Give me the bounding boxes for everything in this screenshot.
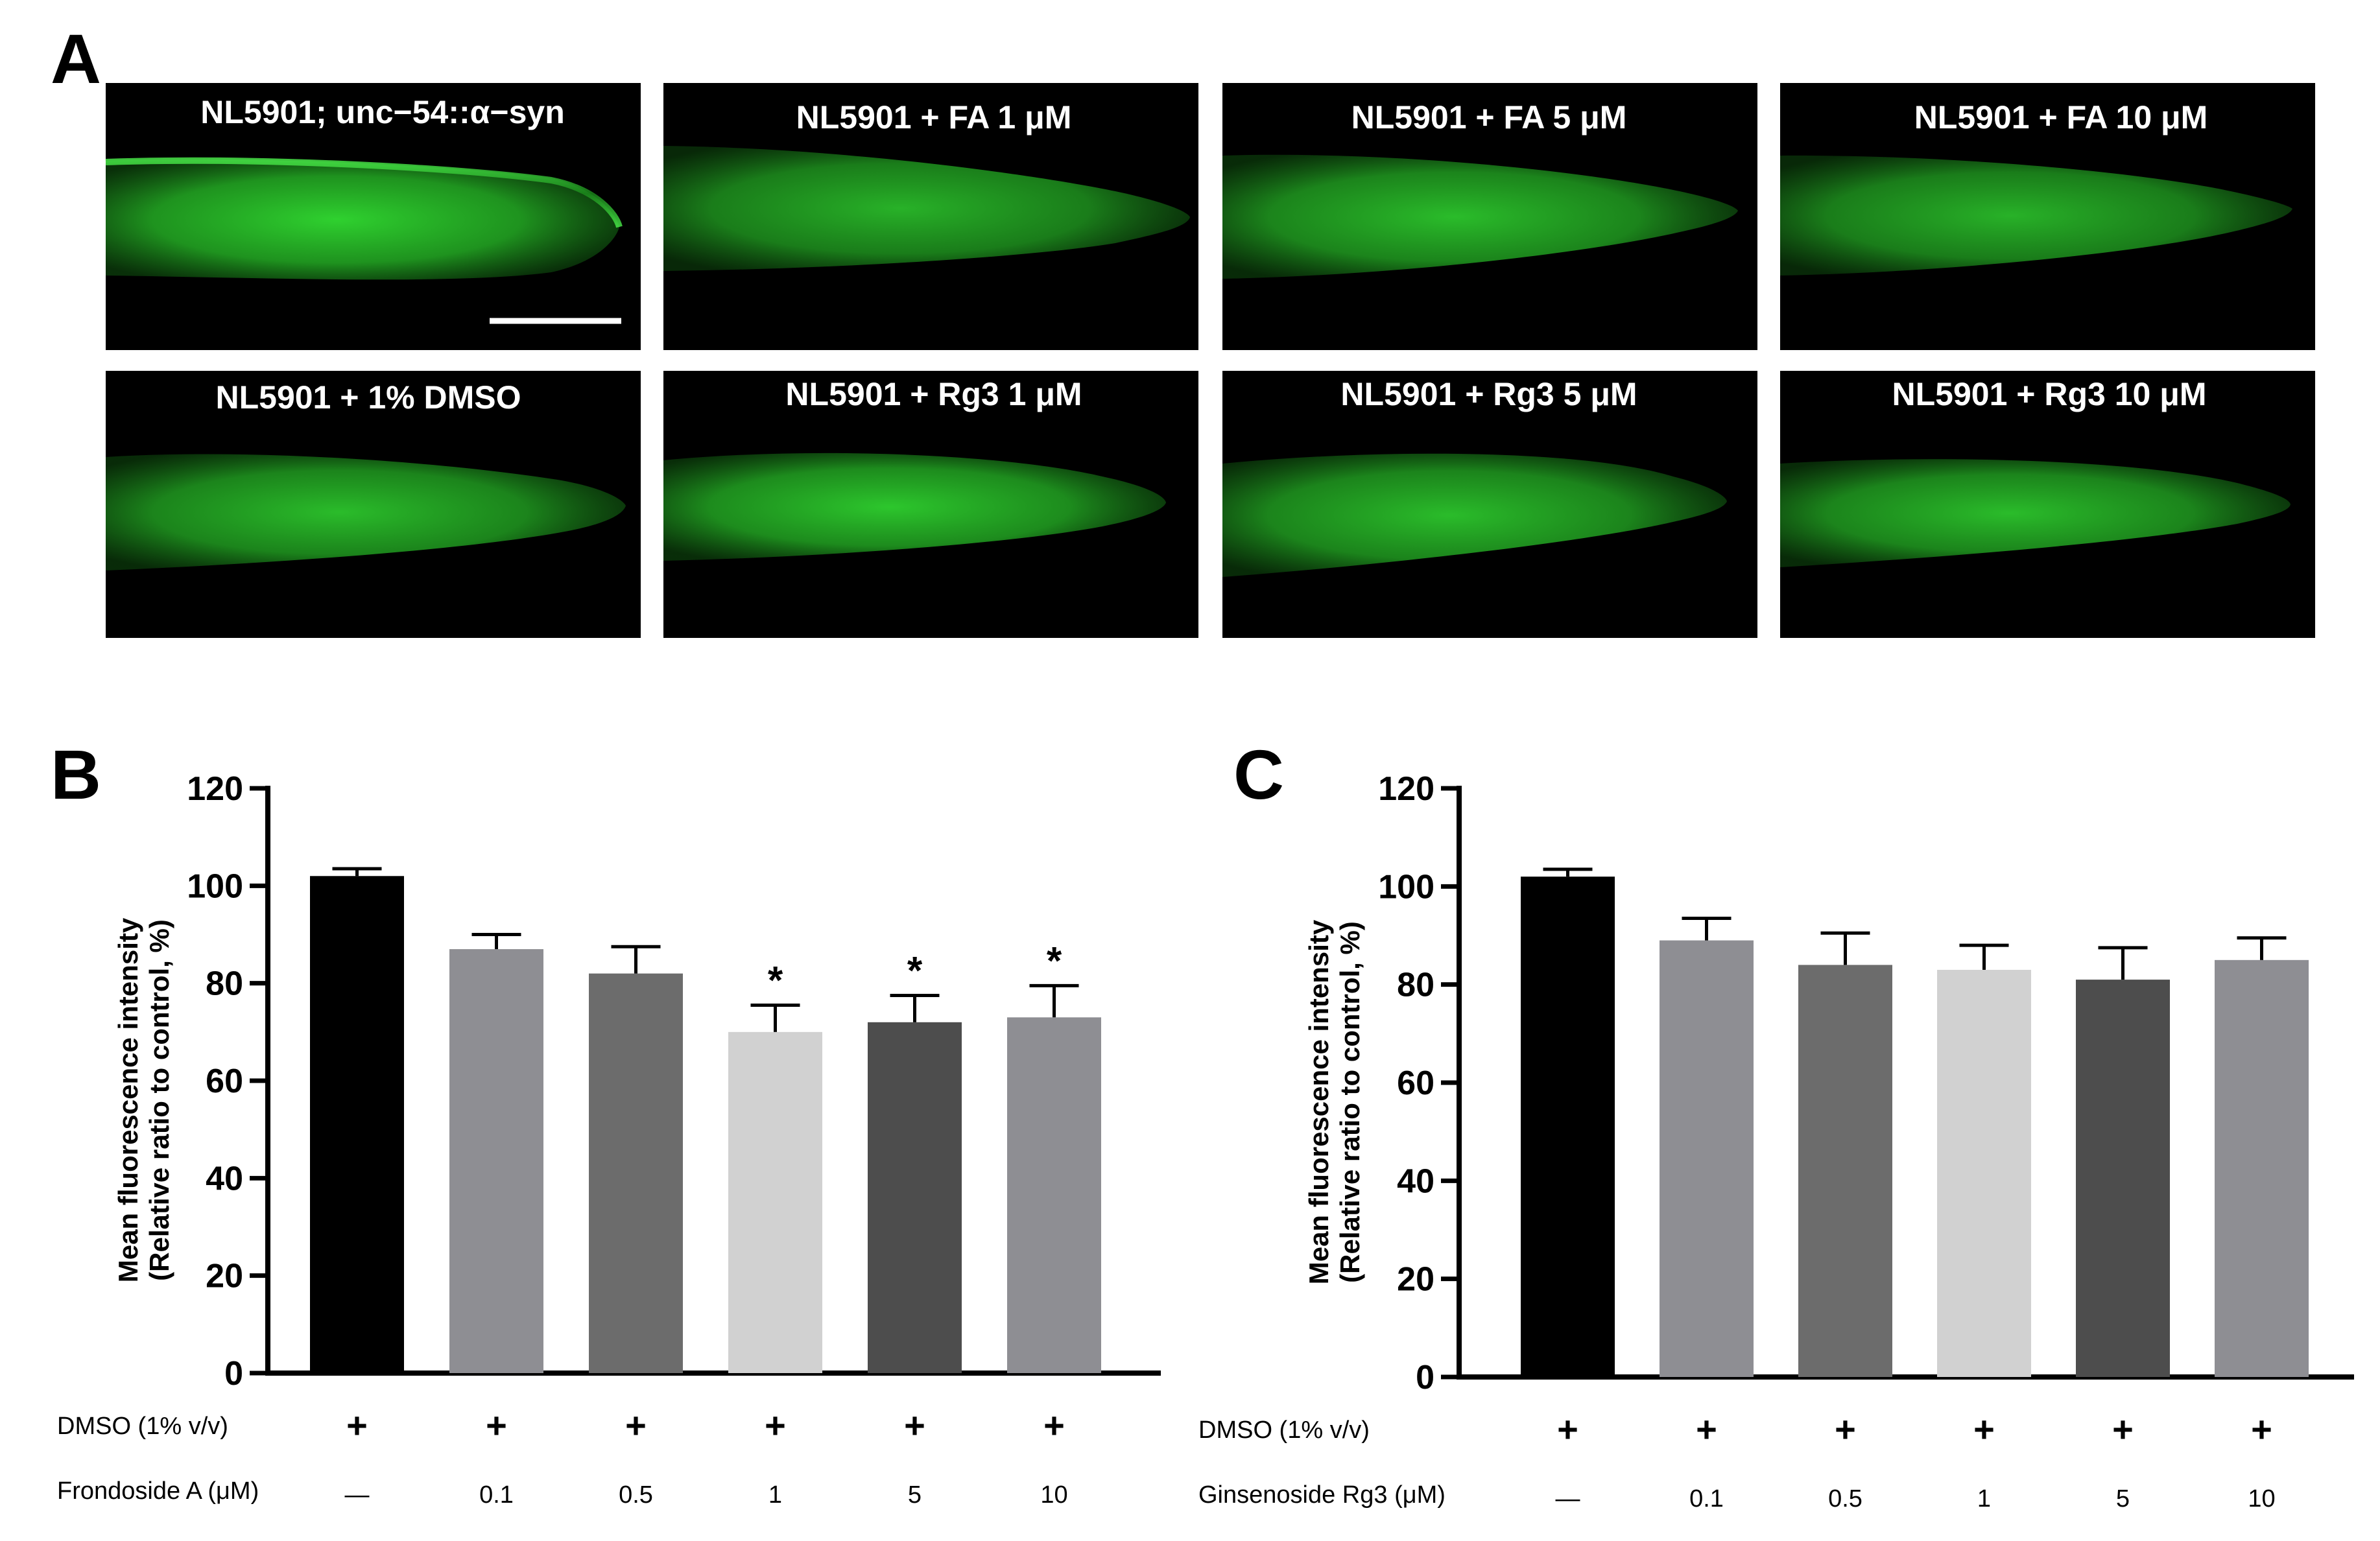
micrograph-label: NL5901 + FA 1 μM [796,99,1072,135]
bar [2076,980,2170,1377]
bar-chart-c: 0 20 40 60 80 100 120 Mean fluorescence intensi… [1198,770,2354,1512]
bar [1007,1017,1101,1373]
treatment-value: + [346,1405,368,1446]
bar [728,1031,822,1373]
bar [310,876,404,1373]
micrograph-panel: NL5901; unc−54::α−syn [105,83,641,350]
bar [589,973,683,1373]
y-tick-label: 80 [206,965,243,1003]
treatment-value: + [1835,1409,1856,1450]
y-tick-label: 20 [1397,1261,1434,1299]
treatment-value: 1 [768,1481,782,1509]
treatment-value: 5 [908,1481,922,1509]
micrograph-panel: NL5901 + FA 1 μM [663,83,1198,350]
y-tick-label: 0 [224,1355,243,1393]
treatment-value: + [904,1405,925,1446]
worm-fluorescence [663,146,1190,271]
bar [1937,969,2031,1377]
bar [449,949,543,1373]
micrograph-label: NL5901 + 1% DMSO [215,379,521,416]
y-tick-label: 60 [1397,1065,1434,1102]
treatment-value: + [765,1405,786,1446]
bar [1521,876,1615,1377]
micrograph-label: NL5901 + Rg3 5 μM [1340,376,1637,412]
bar [1798,965,1892,1377]
worm-fluorescence [106,454,626,571]
worm-fluorescence [1222,154,1738,279]
treatment-value: + [2112,1409,2134,1450]
y-tick-label: 80 [1397,967,1434,1004]
bar [2215,959,2309,1377]
micrograph-grid: NL5901; unc−54::α−syn NL5901 + FA 1 μM N… [105,83,2315,638]
worm-fluorescence [1780,459,2291,567]
treatment-value: 1 [1977,1485,1991,1512]
y-tick-label: 40 [1397,1162,1434,1200]
micrograph-panel: NL5901 + Rg3 1 μM [663,371,1198,638]
panel-letter-a: A [51,19,101,98]
treatment-value: + [1696,1409,1717,1450]
micrograph-panel: NL5901 + FA 10 μM [1780,83,2315,350]
significance-marker: * [907,948,923,992]
treatment-value: 10 [2248,1485,2275,1512]
treatment-row-label: DMSO (1% v/v) [57,1413,228,1440]
treatment-value: — [1556,1485,1580,1512]
y-tick-label: 0 [1416,1359,1434,1396]
y-tick-label: 40 [206,1160,243,1197]
treatment-row-label: DMSO (1% v/v) [1198,1417,1370,1444]
y-axis-title: Mean fluorescence intensity [1303,919,1334,1284]
micrograph-label: NL5901; unc−54::α−syn [200,94,565,130]
y-tick-label: 60 [206,1063,243,1100]
y-axis-title-units: (Relative ratio to control, %) [1335,921,1365,1283]
micrograph-panel: NL5901 + FA 5 μM [1222,83,1757,350]
micrograph-label: NL5901 + FA 10 μM [1914,99,2208,135]
worm-fluorescence [663,453,1166,561]
treatment-value: 0.1 [1689,1485,1724,1512]
micrograph-panel: NL5901 + 1% DMSO [106,371,641,638]
micrograph-label: NL5901 + FA 5 μM [1351,99,1627,135]
worm-fluorescence [1222,453,1727,577]
treatment-value: + [2251,1409,2272,1450]
bar [1660,940,1754,1377]
treatment-value: — [345,1481,370,1509]
micrograph-label: NL5901 + Rg3 1 μM [785,376,1082,412]
micrograph-panel: NL5901 + Rg3 10 μM [1780,371,2315,638]
y-tick-label: 120 [187,770,243,808]
worm-fluorescence [106,159,619,280]
y-tick-label: 100 [1378,868,1434,906]
significance-marker: * [1047,939,1062,982]
worm-fluorescence [1780,155,2292,276]
treatment-value: 0.5 [1828,1485,1862,1512]
micrograph-label: NL5901 + Rg3 10 μM [1892,376,2207,412]
treatment-value: 0.5 [619,1481,653,1509]
treatment-value: 5 [2116,1485,2130,1512]
treatment-value: 0.1 [479,1481,514,1509]
treatment-value: + [1043,1405,1065,1446]
treatment-value: 10 [1040,1481,1067,1509]
treatment-value: + [486,1405,507,1446]
panel-letter-c: C [1233,735,1284,814]
bar-chart-b: 0 20 40 60 80 100 120 Mean fluorescence intensi… [57,770,1161,1509]
treatment-row-label: Ginsenoside Rg3 (μM) [1198,1481,1446,1509]
y-tick-label: 120 [1378,770,1434,808]
bar [868,1022,962,1373]
treatment-value: + [1973,1409,1995,1450]
treatment-row-label: Frondoside A (μM) [57,1477,259,1505]
y-tick-label: 100 [187,867,243,905]
y-axis-title: Mean fluorescence intensity [113,917,143,1282]
y-axis-title-units: (Relative ratio to control, %) [144,919,174,1281]
treatment-value: + [1557,1409,1578,1450]
panel-letter-b: B [51,735,101,814]
significance-marker: * [768,958,783,1002]
treatment-value: + [625,1405,647,1446]
y-tick-label: 20 [206,1258,243,1295]
micrograph-panel: NL5901 + Rg3 5 μM [1222,371,1757,638]
